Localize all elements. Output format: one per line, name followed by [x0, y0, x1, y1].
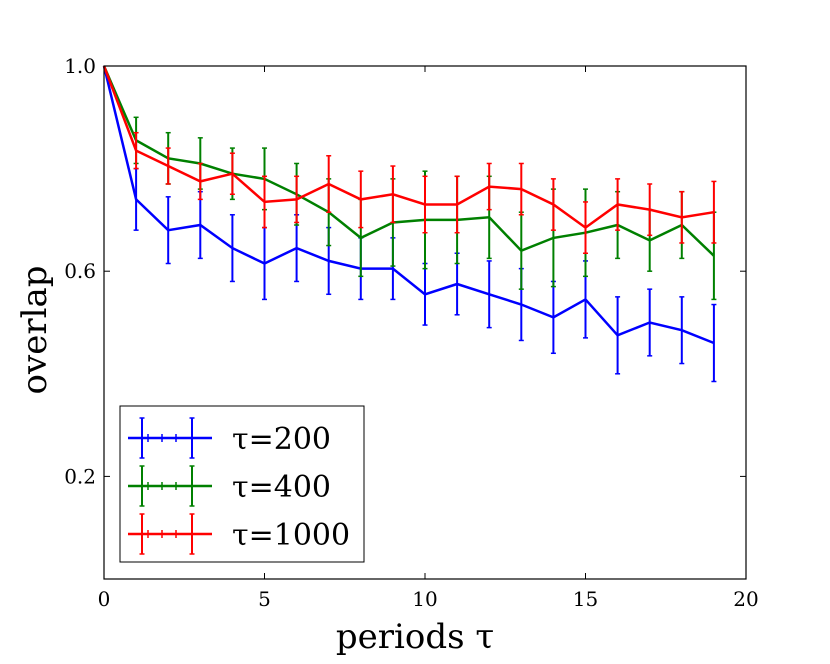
- x-tick-label: 15: [573, 587, 598, 611]
- series-line-0: [102, 65, 715, 345]
- plot-marks: [102, 65, 717, 383]
- x-tick-label: 5: [258, 587, 271, 611]
- x-tick-label: 10: [412, 587, 437, 611]
- series-2: [102, 65, 717, 254]
- legend-label: τ=400: [232, 470, 331, 505]
- series-0: [102, 65, 717, 383]
- x-axis-label: periods τ: [336, 617, 494, 657]
- legend: τ=200 τ=400 τ=1000: [119, 405, 365, 563]
- series-line-1: [102, 65, 715, 257]
- legend-label: τ=200: [232, 422, 331, 457]
- legend-entry: τ=1000: [128, 513, 350, 555]
- legend-box: [119, 405, 365, 563]
- series-line-2: [102, 65, 715, 230]
- x-tick-label: 0: [98, 587, 111, 611]
- y-tick-label: 0.2: [64, 464, 96, 488]
- series-1: [102, 65, 717, 301]
- ticks: 0 5 10 15 20 0.2 0.6 1.0: [64, 54, 759, 611]
- x-tick-label: 20: [733, 587, 758, 611]
- y-tick-label: 1.0: [64, 54, 96, 78]
- legend-entry: τ=200: [128, 417, 331, 459]
- legend-entry: τ=400: [128, 465, 331, 507]
- y-axis-label: overlap: [15, 266, 55, 395]
- legend-label: τ=1000: [232, 518, 350, 553]
- y-tick-label: 0.6: [64, 259, 96, 283]
